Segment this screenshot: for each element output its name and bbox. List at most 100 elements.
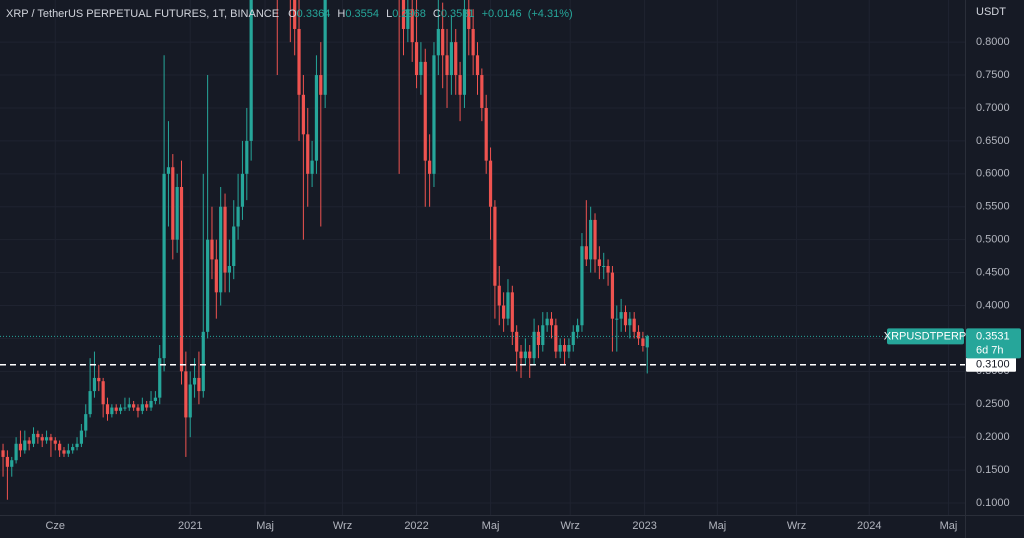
countdown-label: 6d 7h [976,344,1004,356]
candle-body [158,358,162,398]
y-tick-label: 0.6000 [976,168,1010,180]
candle-body [454,42,458,76]
candle-body [475,55,480,76]
candle-body [589,219,593,260]
candle-body [310,160,314,174]
candle-body [145,404,149,408]
candle-body [66,450,70,454]
high-value: 0.3554 [345,8,379,20]
price-label: 0.3531 [976,330,1010,342]
candle-body [53,440,57,444]
candle-body [88,391,92,415]
y-tick-label: 0.6500 [976,135,1010,147]
x-tick-label: Wrz [333,520,352,532]
candle-body [602,265,606,267]
candle-body [149,400,153,408]
close-value: 0.3531 [441,8,475,20]
candle-body [179,186,184,372]
candle-body [166,167,171,174]
candle-body [314,75,319,161]
candle-body [201,331,205,392]
candle-body [18,443,23,451]
candle-body [97,377,101,382]
candle-body [197,377,201,392]
candle-body [619,312,623,319]
candle-body [227,265,231,273]
y-tick-label: 0.2000 [976,431,1010,443]
candle-body [249,0,253,141]
open-label: O [288,8,297,20]
candle-body [23,440,27,451]
candle-body [27,440,31,444]
candle-body [110,407,114,415]
candle-body [401,0,406,29]
symbol-tag: XRPUSDTPERP [884,330,967,342]
y-tick-label: 0.5000 [976,234,1010,246]
candle-body [562,345,567,352]
candle-body [188,384,192,418]
y-tick-label: 0.5500 [976,201,1010,213]
y-tick-label: 0.1500 [976,464,1010,476]
candle-body [462,9,467,95]
candle-body [641,338,645,346]
horizontal-line-label-box [966,357,1016,372]
candle-body [206,239,210,332]
x-tick-label: Maj [482,520,500,532]
candle-body [419,61,423,76]
legend-header: XRP / TetherUS PERPETUAL FUTURES, 1T, BI… [6,8,573,20]
price-axis [965,0,1024,538]
currency-label: USDT [976,6,1006,18]
candle-body [493,206,497,286]
candle-body [101,381,105,405]
candle-body [615,318,619,320]
candle-body [484,107,488,161]
low-label: L [386,8,392,20]
candle-body [541,325,545,346]
candle-body [240,173,245,207]
candle-body [323,0,327,95]
candle-body [136,407,140,411]
y-tick-label: 0.1000 [976,497,1010,509]
candle-body [558,345,562,352]
candle-body [506,292,510,319]
candle-body [519,351,523,359]
candle-body [5,456,9,467]
y-tick-label: 0.4500 [976,266,1010,278]
close-label: C [433,8,441,20]
candle-body [49,437,53,441]
candle-body [44,437,49,441]
y-tick-label: 0.2500 [976,398,1010,410]
candle-body [441,28,445,56]
candle-body [319,75,323,95]
candle-body [118,407,123,411]
y-tick-label: 0.4000 [976,299,1010,311]
candle-body [219,206,223,293]
candle-body [436,28,440,56]
candle-body [523,351,527,359]
candle-body [297,28,301,95]
candle-body [293,0,297,29]
open-value: 0.3364 [297,8,331,20]
symbol-tag-box [887,328,964,345]
candle-body [414,42,419,76]
x-tick-label: 2022 [404,520,428,532]
candle-body [536,331,541,346]
candle-body [515,331,519,352]
candle-body [58,443,62,451]
candle-body [223,206,227,273]
candle-body [428,160,432,174]
candle-body [593,219,597,260]
candle-body [192,377,197,385]
candle-body [528,351,532,359]
candle-body [471,28,475,56]
x-tick-label: Wrz [561,520,580,532]
candle-body [449,42,453,76]
candle-body [171,167,175,240]
change: +0.0146 [482,8,522,20]
candle-body [140,404,144,411]
x-tick-label: Wrz [787,520,806,532]
x-tick-label: Maj [256,520,274,532]
